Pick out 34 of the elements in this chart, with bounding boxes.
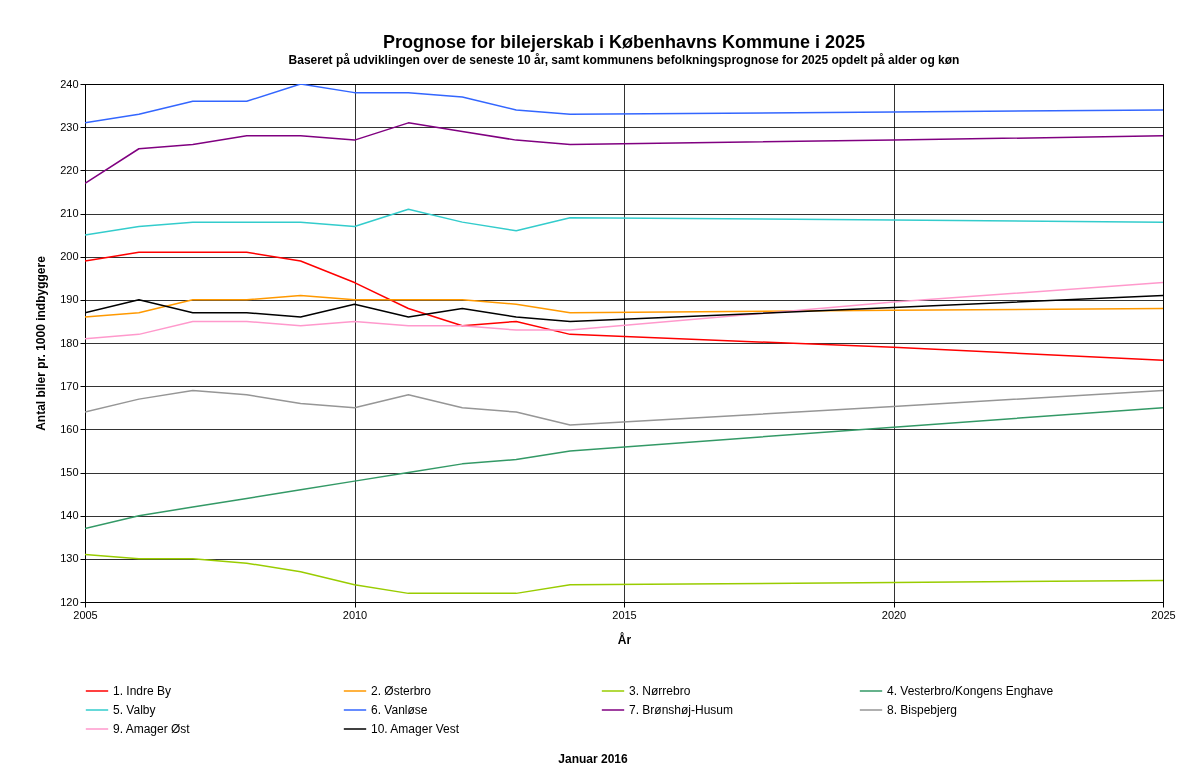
x-tick-label: 2020 [881, 608, 907, 621]
y-tick-label: 140 [60, 509, 79, 522]
legend-label: 6. Vanløse [371, 703, 428, 717]
legend-label: 4. Vesterbro/Kongens Enghave [887, 684, 1054, 698]
line-series [85, 84, 1163, 124]
y-tick-label: 170 [60, 379, 79, 392]
y-tick-label: 220 [60, 163, 79, 176]
legend-label: 3. Nørrebro [629, 684, 691, 698]
legend-label: 10. Amager Vest [371, 722, 460, 736]
legend-label: 1. Indre By [113, 684, 172, 698]
y-tick-label: 230 [60, 120, 79, 133]
y-tick-label: 120 [60, 595, 79, 608]
legend-label: 7. Brønshøj-Husum [629, 703, 734, 717]
text: Januar 2016 [557, 752, 629, 766]
x-tick-label: 2005 [73, 608, 98, 621]
y-tick-label: 210 [60, 207, 79, 219]
x-tick-label: 2015 [612, 608, 637, 621]
chart-title: Prognose for bilejerskab i Københavns Kommune i 2025 [382, 32, 866, 52]
y-axis-title: Antal biler pr. 1000 indbyggere [34, 255, 49, 431]
legend-label: 2. Østerbro [371, 684, 432, 698]
x-tick-label: 2025 [1151, 608, 1176, 621]
y-tick-label: 240 [60, 77, 79, 90]
x-axis-title: År [617, 631, 632, 647]
y-tick-label: 150 [60, 466, 79, 478]
legend-label: 5. Valby [113, 703, 156, 717]
legend-label: 9. Amager Øst [113, 722, 191, 736]
x-tick-label: 2010 [342, 608, 368, 621]
legend-label: 8. Bispebjerg [887, 703, 958, 717]
chart-subtitle: Baseret på udviklingen over de seneste 10 år, samt kommunens befolkningsprognose for 2025 opdelt på alder og køn [288, 53, 960, 67]
y-tick-label: 180 [60, 336, 79, 349]
y-tick-label: 200 [60, 250, 79, 263]
y-tick-label: 160 [60, 422, 79, 435]
y-tick-label: 130 [60, 552, 79, 565]
y-tick-label: 190 [60, 293, 79, 306]
